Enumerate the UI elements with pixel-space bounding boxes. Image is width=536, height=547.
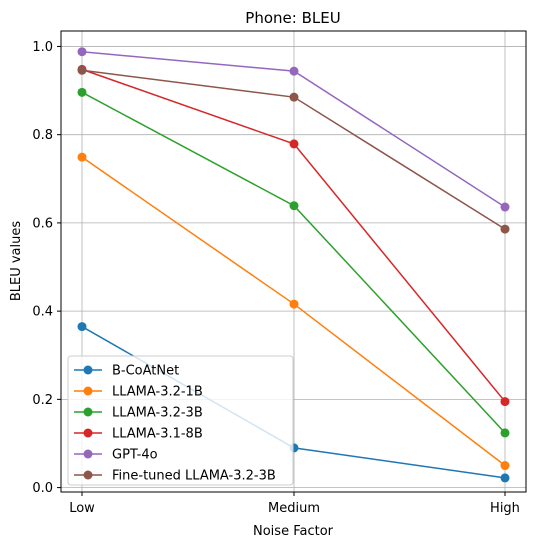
series-5 xyxy=(77,65,510,234)
data-point xyxy=(289,201,299,211)
data-point xyxy=(500,461,510,471)
x-axis-label: Noise Factor xyxy=(253,524,334,539)
data-point xyxy=(77,322,87,332)
legend: B-CoAtNet LLAMA-3.2-1B LLAMA-3.2-3B LLAMA-3… xyxy=(67,355,294,486)
data-point xyxy=(289,139,299,149)
tick-layer: 0.0 0.2 0.4 0.6 0.8 1.0 Low Medium High xyxy=(32,40,520,516)
data-point xyxy=(289,66,299,76)
legend-label: LLAMA-3.2-3B xyxy=(112,406,203,421)
data-point xyxy=(77,87,87,97)
series-1 xyxy=(77,152,510,471)
data-point xyxy=(500,473,510,483)
series-line xyxy=(81,68,506,403)
data-point xyxy=(289,299,299,309)
legend-marker xyxy=(83,365,93,375)
y-tick-label: 0.2 xyxy=(32,393,53,408)
data-point xyxy=(77,152,87,162)
legend-label: Fine-tuned LLAMA-3.2-3B xyxy=(112,469,276,484)
y-tick-label: 1.0 xyxy=(32,40,53,55)
data-point xyxy=(500,202,510,212)
legend-marker xyxy=(83,428,93,438)
legend-label: B-CoAtNet xyxy=(112,364,179,379)
legend-label: GPT-4o xyxy=(112,448,158,463)
legend-label: LLAMA-3.1-8B xyxy=(112,427,203,442)
legend-marker xyxy=(83,386,93,396)
data-point xyxy=(500,428,510,438)
series-2 xyxy=(77,87,510,438)
legend-box xyxy=(67,355,294,486)
y-tick-label: 0.8 xyxy=(32,128,53,143)
data-point xyxy=(500,397,510,407)
legend-marker xyxy=(83,449,93,459)
legend-marker xyxy=(83,407,93,417)
x-tick-label: Low xyxy=(69,501,95,516)
y-tick-label: 0.6 xyxy=(32,216,53,231)
data-point xyxy=(500,224,510,234)
data-point xyxy=(77,47,87,57)
series-3 xyxy=(77,64,510,407)
legend-marker xyxy=(83,470,93,480)
x-tick-label: High xyxy=(490,501,520,516)
y-tick-label: 0.0 xyxy=(32,481,53,496)
y-tick-label: 0.4 xyxy=(32,305,53,320)
data-point xyxy=(289,92,299,102)
y-axis-label: BLEU values xyxy=(9,221,24,302)
series-layer xyxy=(77,47,510,483)
data-point xyxy=(77,65,87,75)
x-tick-label: Medium xyxy=(268,501,320,516)
legend-label: LLAMA-3.2-1B xyxy=(112,385,203,400)
series-4 xyxy=(77,47,510,212)
chart-title: Phone: BLEU xyxy=(245,9,340,27)
